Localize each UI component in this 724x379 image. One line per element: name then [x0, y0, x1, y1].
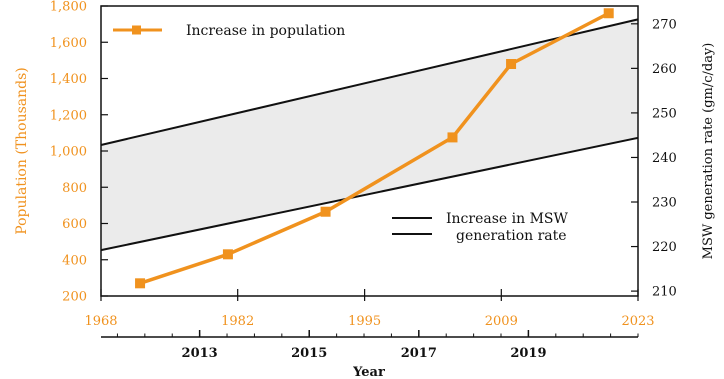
top-tick-label-2: 1995 — [348, 314, 381, 329]
left-tick-label-5: 1,200 — [50, 108, 87, 123]
population-point-3 — [447, 132, 458, 143]
year-axis-title: Year — [352, 365, 385, 379]
left-tick-label-0: 200 — [62, 290, 87, 305]
msw-band-layer — [100, 18, 639, 252]
population-point-2 — [320, 206, 331, 217]
bottom-tick-label-1: 2015 — [291, 346, 327, 361]
population-line — [139, 11, 610, 285]
population-axis-title: Population (Thousands) — [14, 67, 30, 235]
population-axis: 200 400 600 800 1,000 1,200 1,400 1,600 1,800 — [50, 0, 108, 305]
left-tick-label-2: 600 — [62, 217, 87, 232]
bottom-year-axis: 2013 2015 2017 2019 — [101, 330, 639, 361]
population-series-layer — [135, 8, 614, 289]
left-tick-label-3: 800 — [62, 181, 87, 196]
legend-population-label: Increase in population — [186, 23, 345, 39]
left-tick-label-6: 1,400 — [50, 72, 87, 87]
population-point-1 — [222, 249, 233, 260]
bottom-tick-label-2: 2017 — [401, 346, 437, 361]
bottom-tick-label-0: 2013 — [182, 346, 218, 361]
legend-msw-label-line1: Increase in MSW — [446, 211, 569, 227]
bottom-tick-label-3: 2019 — [510, 346, 546, 361]
right-tick-label-3: 240 — [652, 151, 677, 166]
top-year-axis: 1968 1982 1995 2009 2023 — [84, 289, 655, 329]
right-tick-label-5: 260 — [652, 62, 677, 77]
top-tick-label-4: 2023 — [621, 314, 654, 329]
right-tick-label-2: 230 — [652, 196, 677, 211]
legend-msw-label-line2: generation rate — [456, 228, 567, 244]
population-point-4 — [506, 59, 517, 69]
legend-msw: Increase in MSW generation rate — [392, 211, 569, 244]
top-tick-label-1: 1982 — [221, 314, 254, 329]
right-tick-label-0: 210 — [652, 285, 677, 300]
msw-band-fill — [101, 19, 638, 251]
msw-upper-line — [100, 18, 639, 146]
top-tick-label-0: 1968 — [84, 314, 117, 329]
right-tick-label-1: 220 — [652, 240, 677, 255]
legend-population: Increase in population — [113, 23, 345, 39]
left-tick-label-4: 1,000 — [50, 145, 87, 160]
left-tick-label-1: 400 — [62, 253, 87, 268]
population-point-0 — [135, 278, 146, 289]
msw-lower-line — [100, 136, 639, 252]
top-tick-label-3: 2009 — [485, 314, 518, 329]
right-tick-label-4: 250 — [652, 106, 677, 121]
msw-rate-axis: 210 220 230 240 250 260 270 — [631, 17, 677, 300]
msw-rate-axis-title: MSW generation rate (gm/c/day) — [701, 43, 716, 260]
legend-population-marker — [132, 25, 141, 35]
population-point-5 — [603, 8, 614, 19]
left-tick-label-8: 1,800 — [50, 0, 87, 15]
left-tick-label-7: 1,600 — [50, 36, 87, 51]
right-tick-label-6: 270 — [652, 17, 677, 32]
